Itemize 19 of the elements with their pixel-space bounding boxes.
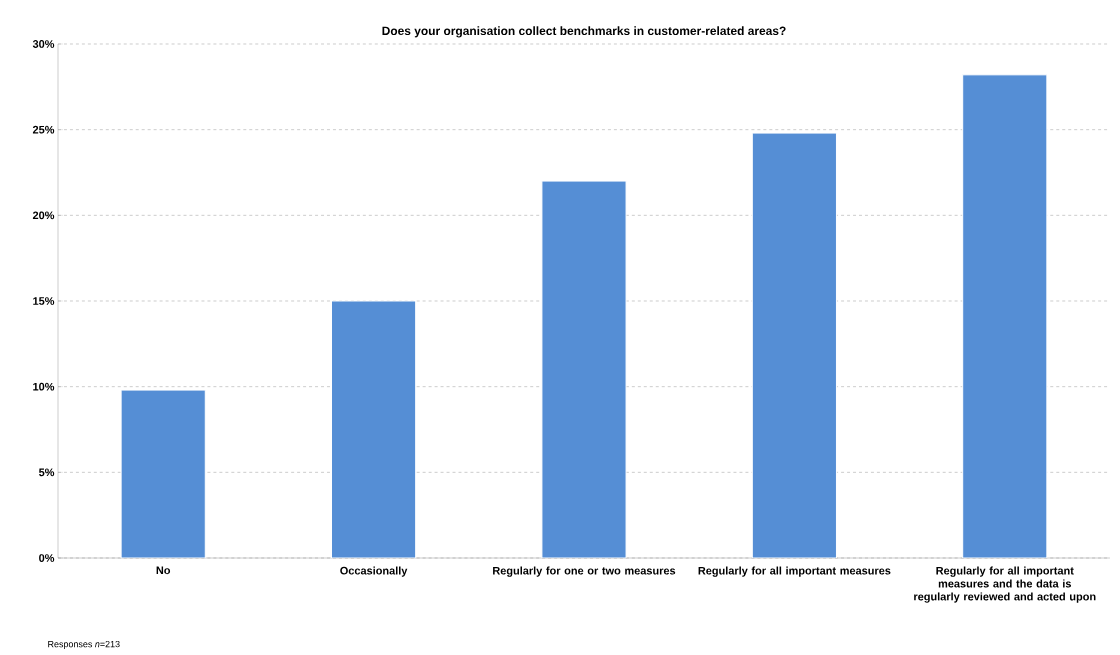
bar [541, 180, 627, 558]
x-tick-label: Regularly for all important measures [698, 566, 891, 577]
bar [751, 132, 837, 558]
y-tick-label: 0% [39, 554, 55, 562]
y-tick-label: 30% [32, 40, 55, 48]
x-tick-label: No [156, 566, 171, 575]
chart-title: Does your organisation collect benchmarks in customer-related areas? [382, 26, 786, 38]
x-tick-label: Occasionally [340, 566, 408, 577]
x-tick-label: Regularly for all important measures and the data is regularly reviewed and acted upon [914, 566, 1096, 603]
y-tick-label: 15% [33, 297, 55, 305]
bar [120, 389, 206, 558]
x-tick-label: Regularly for one or two measures [493, 566, 676, 577]
y-tick-label: 5% [38, 468, 55, 477]
y-tick-label: 20% [32, 211, 55, 220]
y-tick-label: 10% [33, 382, 55, 391]
y-tick-label: 25% [32, 125, 55, 134]
bar [331, 300, 417, 558]
bar [962, 74, 1048, 558]
text: Responses n=213 [48, 640, 120, 650]
